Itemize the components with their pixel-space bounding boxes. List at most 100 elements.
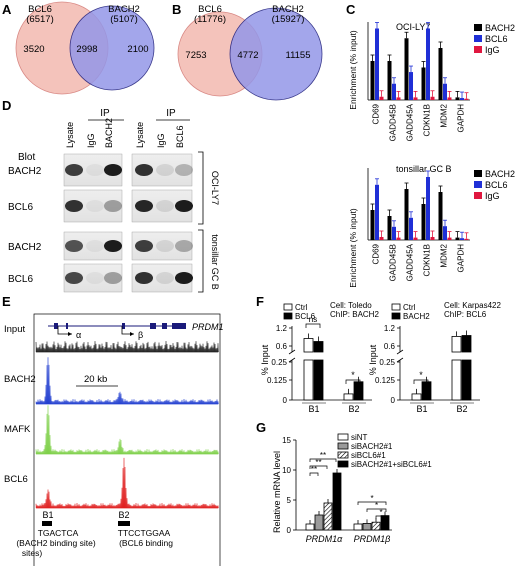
promoter-b-label: β bbox=[138, 330, 143, 340]
panel-label-d: D bbox=[2, 98, 11, 113]
venn-b-right-circle bbox=[229, 7, 323, 101]
track-label-bcl6: BCL6 bbox=[4, 474, 28, 485]
g-ticklabel-2: 10 bbox=[282, 466, 291, 475]
promoter-a-arrowhead bbox=[68, 332, 72, 336]
g-legend-label-0: siNT bbox=[351, 433, 368, 442]
c2-bar-igg-gapdh bbox=[464, 238, 469, 240]
f-right-chip: ChIP: BCL6 bbox=[444, 310, 487, 319]
c2-bar-igg-cd69 bbox=[379, 237, 384, 240]
c2-bar-bcl6-cd69 bbox=[375, 184, 379, 240]
f-right-bar-lower-bach2-b2 bbox=[461, 359, 472, 401]
promoter-a-arrow bbox=[57, 326, 72, 335]
band-row1-lane3 bbox=[135, 200, 153, 212]
c2-bar-bach2-cdkn1b bbox=[421, 204, 426, 240]
c1-ylabel: Enrichment (% input) bbox=[348, 30, 358, 110]
band-row3-lane3 bbox=[135, 272, 153, 284]
g-bar-1-0 bbox=[314, 514, 324, 531]
track-signal-input bbox=[35, 340, 219, 353]
site-b2-box bbox=[118, 521, 130, 526]
f-left-sig-b2-bracket bbox=[345, 379, 361, 384]
band-row3-lane5 bbox=[175, 272, 193, 284]
c1-bar-bcl6-cdkn1b bbox=[426, 28, 430, 100]
site-b1-seq: TGACTCA bbox=[38, 528, 79, 538]
band-row0-lane1 bbox=[86, 164, 104, 176]
c1-bar-igg-gadd45a bbox=[413, 97, 418, 100]
f-right-xtick-b1: B1 bbox=[416, 404, 427, 414]
venn-a-right-count: (5107) bbox=[110, 14, 137, 25]
c1-tick-gapdh: GAPDH bbox=[457, 104, 466, 133]
c1-bar-bcl6-cd69 bbox=[375, 28, 379, 100]
exon-1 bbox=[66, 323, 68, 329]
c1-bar-bach2-cdkn1b bbox=[421, 67, 426, 100]
band-row1-lane1 bbox=[86, 200, 104, 212]
g-sig-label-2: ** bbox=[311, 465, 317, 474]
g-sig-label-1: ** bbox=[315, 458, 321, 467]
g-bar-2-1 bbox=[371, 521, 381, 531]
venn-b-right-name: BACH2 bbox=[272, 4, 304, 15]
c2-ylabel: Enrichment (% input) bbox=[348, 208, 358, 288]
venn-a-left-name: BCL6 bbox=[28, 4, 52, 15]
panel-a: A BCL6 (6517) BACH2 (5107) 3520 2998 210… bbox=[2, 1, 155, 95]
row-label-2: BACH2 bbox=[8, 242, 42, 253]
g-legend-swatch-3 bbox=[337, 460, 349, 468]
c2-bar-bcl6-gapdh bbox=[460, 238, 464, 240]
g-sig-bracket-4 bbox=[366, 508, 387, 512]
g-legend-swatch-1 bbox=[337, 442, 349, 450]
band-row1-lane4 bbox=[156, 200, 174, 212]
f-right-ylabel: % Input bbox=[368, 344, 378, 375]
band-row0-lane0 bbox=[65, 164, 83, 176]
g-sig-bracket-2 bbox=[309, 472, 319, 476]
band-row2-lane1 bbox=[86, 240, 104, 252]
panel-g: G Relative mRNA level 0 5 10 15 PRDM1α PRDM1β… bbox=[256, 420, 432, 544]
panel-b: B BCL6 (11776) BACH2 (15927) 7253 4772 1… bbox=[172, 2, 323, 101]
c2-legend-swatch-bcl6 bbox=[474, 181, 482, 188]
site-b2-seq: TTCCTGGAA bbox=[118, 528, 171, 538]
track-signal-mafk bbox=[35, 405, 219, 455]
c2-bar-bcl6-mdm2 bbox=[443, 226, 447, 240]
c2-bar-igg-gadd45a bbox=[413, 237, 418, 240]
venn-b-overlap: 4772 bbox=[237, 50, 258, 61]
c1-bar-igg-gapdh bbox=[464, 98, 469, 100]
venn-b-left-only: 7253 bbox=[185, 50, 206, 61]
f-left-xtick-b1: B1 bbox=[308, 404, 319, 414]
venn-a-left-count: (6517) bbox=[26, 14, 53, 25]
f-left-break-upper bbox=[288, 349, 296, 355]
c1-bar-bach2-gadd45b bbox=[387, 61, 392, 100]
f-right-bar-ctrl-b1 bbox=[411, 393, 422, 401]
g-bar-3-1 bbox=[380, 515, 390, 531]
site-b2-note: (BCL6 binding bbox=[119, 538, 173, 548]
blot-row-labels: BACH2 BCL6 BACH2 BCL6 bbox=[8, 166, 42, 285]
exon-3 bbox=[150, 323, 156, 329]
c1-tick-cdkn1b: CDKN1B bbox=[423, 104, 432, 136]
c1-legend-swatch-bcl6 bbox=[474, 35, 482, 42]
venn-a-right-circle bbox=[69, 5, 155, 91]
c2-bar-bcl6-gadd45a bbox=[409, 217, 413, 240]
c1-bar-bcl6-gadd45a bbox=[409, 72, 413, 100]
venn-a-overlap: 2998 bbox=[76, 44, 97, 55]
f-left-bar-ctrl-b2 bbox=[343, 393, 354, 401]
blot-label: Blot bbox=[18, 152, 35, 163]
site-b2-label: B2 bbox=[118, 510, 129, 520]
band-row1-lane2 bbox=[104, 200, 122, 212]
panel-d: D Blot IP IP Lysate IgG BACH2 Lysate IgG BCL6… bbox=[2, 98, 220, 293]
track-signal-bcl6 bbox=[35, 457, 219, 509]
c1-bar-bach2-gapdh bbox=[455, 97, 460, 100]
f-left-sig-b2: * bbox=[351, 370, 355, 380]
band-row1-lane0 bbox=[65, 200, 83, 212]
f-left-sig-b1: ns bbox=[309, 315, 317, 324]
band-row1-lane5 bbox=[175, 200, 193, 212]
venn-a-left-only: 3520 bbox=[23, 44, 44, 55]
f-right-xtick-b2: B2 bbox=[456, 404, 467, 414]
ip-label-left: IP bbox=[100, 108, 110, 119]
f-left-xtick-b2: B2 bbox=[348, 404, 359, 414]
c2-legend-label-igg: IgG bbox=[485, 191, 500, 201]
f-right-ticklabel-top-0: 1.2 bbox=[384, 324, 396, 333]
f-left-bar-upper-bcl6-b1 bbox=[313, 341, 324, 353]
f-right-bar-upper-ctrl-b2 bbox=[451, 335, 462, 353]
row-label-3: BCL6 bbox=[8, 274, 33, 285]
band-row0-lane3 bbox=[135, 164, 153, 176]
